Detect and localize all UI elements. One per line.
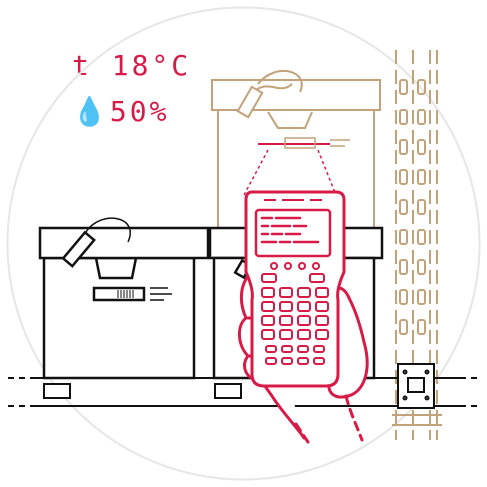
left-box bbox=[38, 217, 210, 380]
scan-area bbox=[243, 137, 350, 196]
background-circle bbox=[6, 6, 481, 481]
temperature-readout: t 18°C bbox=[72, 49, 192, 82]
barcode bbox=[117, 290, 134, 298]
barcode-scanner bbox=[244, 190, 346, 388]
scanner-keypad bbox=[261, 262, 329, 365]
humidity-readout: 💧50% bbox=[72, 95, 170, 128]
scanner-screen-text bbox=[260, 216, 320, 244]
